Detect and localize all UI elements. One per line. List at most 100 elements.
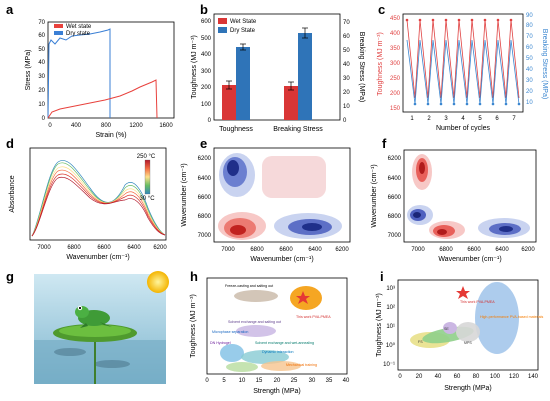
a-ytick: 0 <box>42 116 46 122</box>
e-contours <box>218 153 342 240</box>
a-ytick: 50 <box>38 47 45 53</box>
b-legend-swatch-wet <box>218 18 227 24</box>
c-ytick: 200 <box>390 91 401 97</box>
f-xtick: 6600 <box>467 247 481 253</box>
h-xtick: 40 <box>343 378 350 384</box>
e-ylabel: Wavenumber (cm⁻¹) <box>181 163 188 226</box>
c-yticks-left: 150 200 250 300 350 400 450 <box>390 16 401 112</box>
panel-a-xticks: 0 400 800 1200 1600 <box>48 123 173 129</box>
d-spectra <box>31 160 166 237</box>
f-xlabel: Wavenumber (cm⁻¹) <box>438 256 501 263</box>
d-xtick: 6800 <box>67 245 81 251</box>
b-ytick-r: 40 <box>343 62 350 68</box>
c-ytick: 450 <box>390 16 401 22</box>
b-bar-toughness-wet <box>222 85 236 120</box>
f-xtick: 6800 <box>439 247 453 253</box>
b-ytick-r: 0 <box>343 118 347 124</box>
panel-d: d Absorbance 7000 6800 6600 6400 6200 Wa… <box>6 136 167 261</box>
c-ylabel-right: Breaking Stress (MPa) <box>541 29 548 99</box>
i-ytick: 10⁻¹ <box>383 362 395 368</box>
h-label-training: Mechanical training <box>286 363 317 367</box>
c-stress-markers <box>413 102 521 106</box>
panel-label-e: e <box>200 136 207 151</box>
h-label-microphase: Microphase separation <box>212 330 248 334</box>
i-regions <box>410 282 519 354</box>
f-xtick: 6200 <box>521 247 535 253</box>
a-legend-dry: Dry state <box>66 31 91 37</box>
b-legend-dry: Dry State <box>230 28 256 34</box>
c-ytick: 250 <box>390 76 401 82</box>
c-ytick: 150 <box>390 106 401 112</box>
c-xtick: 6 <box>495 116 499 122</box>
panel-label-c: c <box>378 2 385 17</box>
f-xtick: 7000 <box>411 247 425 253</box>
h-xtick: 10 <box>239 378 246 384</box>
c-stress-line <box>406 39 520 105</box>
a-ytick: 10 <box>38 102 45 108</box>
a-curve-dry <box>47 28 111 119</box>
c-xtick: 3 <box>444 116 448 122</box>
panel-e: e 6200 6400 6600 6800 7000 7000 6800 660… <box>181 136 351 263</box>
a-ytick: 20 <box>38 88 45 94</box>
b-ytick-r: 60 <box>343 34 350 40</box>
panel-f-axes <box>403 149 537 243</box>
h-label-solvent-salting: Solvent exchange and salting out <box>228 320 281 324</box>
d-temp-high: 250 °C <box>137 154 156 160</box>
g-fish-shadow <box>94 360 130 368</box>
g-frog <box>75 305 112 328</box>
panel-label-d: d <box>6 136 14 151</box>
b-bar-stress-wet <box>284 86 298 120</box>
a-ytick: 30 <box>38 74 45 80</box>
panel-g: g <box>6 269 169 384</box>
panel-label-i: i <box>380 269 384 284</box>
i-xticks: 0 20 40 60 80 100 120 140 <box>398 374 538 380</box>
i-xtick: 100 <box>490 374 501 380</box>
e-ytick: 6600 <box>198 195 212 201</box>
c-xtick: 2 <box>427 116 431 122</box>
b-ylabel-left: Toughness (MJ m⁻³) <box>191 35 198 99</box>
b-ytick-r: 50 <box>343 48 350 54</box>
panel-i-axes <box>397 279 539 371</box>
b-ylabel-right: Breaking Stress (MPa) <box>358 32 365 102</box>
g-lily-pad-top <box>59 325 131 337</box>
b-error-bars <box>226 27 308 91</box>
b-category-stress: Breaking Stress <box>273 126 323 133</box>
b-ytick: 300 <box>201 69 212 75</box>
a-legend-wet: Wet state <box>66 24 92 30</box>
panel-f: f 6200 6400 6600 6800 7000 7000 6800 660… <box>371 136 537 263</box>
d-xtick: 7000 <box>37 245 51 251</box>
c-xlabel: Number of cycles <box>436 125 491 132</box>
d-xtick: 6200 <box>153 245 167 251</box>
c-ylabel-left: Toughness (MJ m⁻³) <box>377 32 384 96</box>
i-ytick: 10² <box>386 305 395 311</box>
a-xtick: 1200 <box>129 123 143 129</box>
d-xlabel: Wavenumber (cm⁻¹) <box>66 254 129 261</box>
h-xtick: 20 <box>274 378 281 384</box>
h-xtick: 30 <box>309 378 316 384</box>
panel-d-axes <box>29 147 167 241</box>
h-xtick: 5 <box>222 378 226 384</box>
i-ytick: 10⁰ <box>386 342 396 349</box>
f-ytick: 6400 <box>388 176 402 182</box>
f-ytick: 6200 <box>388 156 402 162</box>
h-xtick: 0 <box>205 378 209 384</box>
c-ytick-r: 50 <box>526 56 533 62</box>
panel-a: a 0 10 20 30 40 50 60 70 0 400 800 1200 … <box>6 2 175 139</box>
c-yticks-right: 10 20 30 40 50 60 70 80 90 <box>526 13 533 106</box>
i-label-high-performance: High-performance PVA-based materials <box>480 315 543 319</box>
a-xtick: 1600 <box>159 123 173 129</box>
f-ytick: 6600 <box>388 195 402 201</box>
c-xtick: 4 <box>461 116 465 122</box>
i-xlabel: Strength (MPa) <box>444 385 491 392</box>
i-label-this-work: This work PVA-PMEA <box>460 300 495 304</box>
panel-a-axes <box>47 21 175 119</box>
i-yticks: 10³ 10² 10¹ 10⁰ 10⁻¹ <box>383 286 395 368</box>
c-ytick-r: 70 <box>526 34 533 40</box>
h-label-freeze: Freeze-casting and salting out <box>225 284 273 288</box>
g-sun <box>147 271 169 293</box>
b-ytick-r: 30 <box>343 76 350 82</box>
h-xtick: 25 <box>291 378 298 384</box>
h-ylabel: Toughness (MJ m⁻³) <box>190 294 197 358</box>
b-ytick: 100 <box>201 102 212 108</box>
